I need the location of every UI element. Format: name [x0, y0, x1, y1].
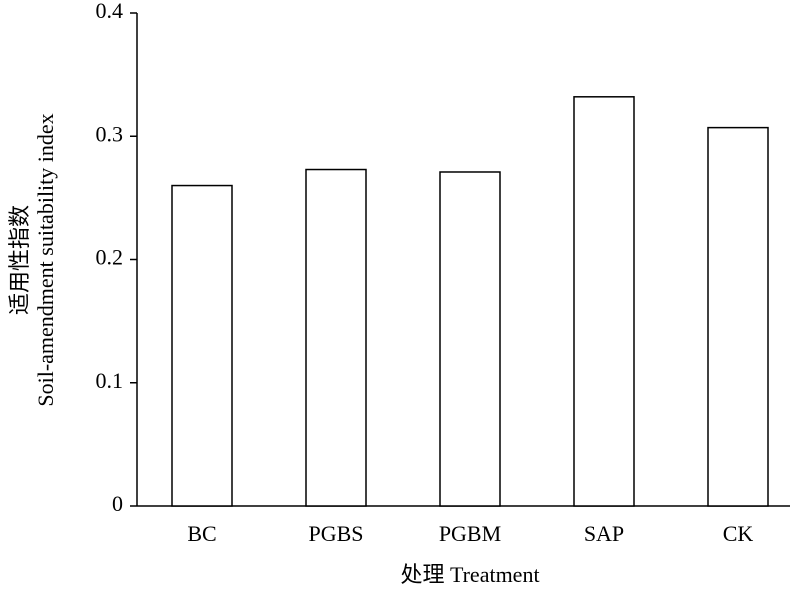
x-axis-label: 处理 Treatment: [400, 562, 539, 587]
y-tick-label: 0.3: [96, 121, 124, 146]
bar: [707, 126, 769, 507]
y-axis-label: 适用性指数: [7, 205, 32, 315]
y-tick-label: 0.4: [96, 0, 124, 23]
x-tick-label: SAP: [584, 521, 624, 546]
x-tick-label: PGBM: [439, 521, 501, 546]
bar: [305, 168, 367, 507]
x-tick-label: PGBS: [308, 521, 363, 546]
x-tick-label: CK: [723, 521, 754, 546]
bar: [573, 96, 635, 507]
x-tick-label: BC: [187, 521, 216, 546]
y-tick-label: 0: [112, 491, 123, 516]
y-tick-label: 0.1: [96, 368, 124, 393]
bar: [439, 171, 501, 507]
y-axis-label: Soil-amendment suitability index: [33, 113, 58, 406]
bar: [171, 184, 233, 507]
y-tick-label: 0.2: [96, 245, 124, 270]
